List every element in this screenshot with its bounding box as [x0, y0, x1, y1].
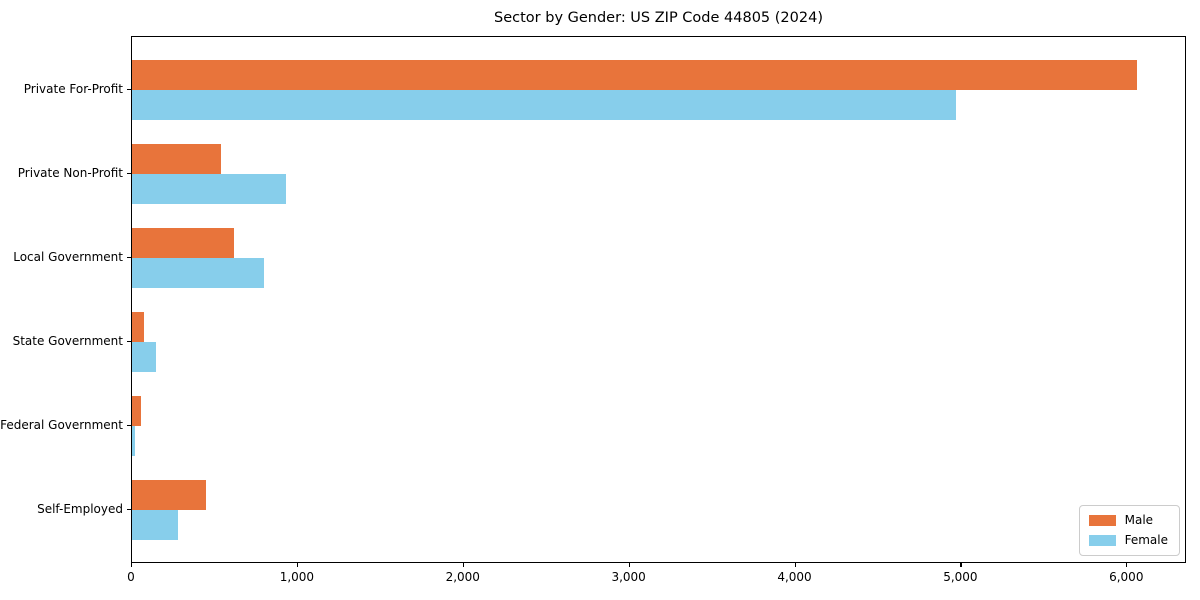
legend: Male Female — [1078, 505, 1180, 556]
x-axis-tick — [628, 563, 630, 567]
y-axis-tick — [127, 509, 131, 511]
y-axis-tick — [127, 340, 131, 342]
legend-item-female: Female — [1088, 533, 1168, 547]
legend-item-male: Male — [1088, 513, 1168, 527]
y-axis-label-self-employed: Self-Employed — [37, 502, 123, 516]
legend-swatch-male — [1088, 515, 1116, 526]
bar-female-state-government — [132, 341, 156, 372]
x-axis-tick-label: 0 — [127, 570, 135, 584]
y-axis-tick — [127, 88, 131, 90]
y-axis-label-state-government: State Government — [12, 333, 123, 348]
bar-male-state-government — [132, 311, 145, 342]
bar-female-local-government — [132, 257, 265, 288]
x-axis-tick-label: 5,000 — [943, 570, 978, 584]
chart-title: Sector by Gender: US ZIP Code 44805 (202… — [494, 10, 823, 26]
bar-male-self-employed — [132, 480, 206, 510]
x-axis-tick-label: 1,000 — [279, 570, 315, 584]
x-axis-tick — [960, 563, 962, 567]
x-axis-tick — [1126, 563, 1128, 567]
bar-female-self-employed — [132, 510, 178, 540]
y-axis-tick — [127, 172, 131, 174]
bar-female-federal-government — [132, 425, 136, 456]
bar-male-federal-government — [132, 395, 142, 426]
x-axis-tick — [296, 563, 299, 567]
x-axis-tick-label: 6,000 — [1109, 570, 1144, 584]
y-axis-label-private-non-profit: Private Non-Profit — [17, 165, 123, 180]
bar-male-local-government — [132, 227, 234, 258]
x-axis-tick — [131, 563, 133, 567]
x-axis-tick — [794, 563, 796, 567]
bar-female-private-for-profit — [132, 89, 956, 120]
legend-swatch-female — [1088, 535, 1116, 546]
y-axis-tick — [127, 424, 131, 427]
x-axis-tick — [462, 563, 464, 567]
bar-female-private-non-profit — [132, 173, 286, 204]
bar-male-private-for-profit — [132, 59, 1137, 90]
plot-area: Male Female — [131, 36, 1186, 563]
y-axis-label-private-for-profit: Private For-Profit — [23, 81, 123, 96]
x-axis-tick-label: 3,000 — [611, 570, 646, 584]
bar-male-private-non-profit — [132, 143, 222, 174]
x-axis-tick-label: 2,000 — [445, 570, 480, 584]
y-axis-label-local-government: Local Government — [13, 249, 123, 264]
y-axis-tick — [127, 256, 131, 258]
x-axis-tick-label: 4,000 — [777, 570, 812, 584]
y-axis-label-federal-government: Federal Government — [0, 417, 123, 432]
legend-label-male: Male — [1124, 513, 1154, 527]
legend-label-female: Female — [1124, 533, 1168, 547]
